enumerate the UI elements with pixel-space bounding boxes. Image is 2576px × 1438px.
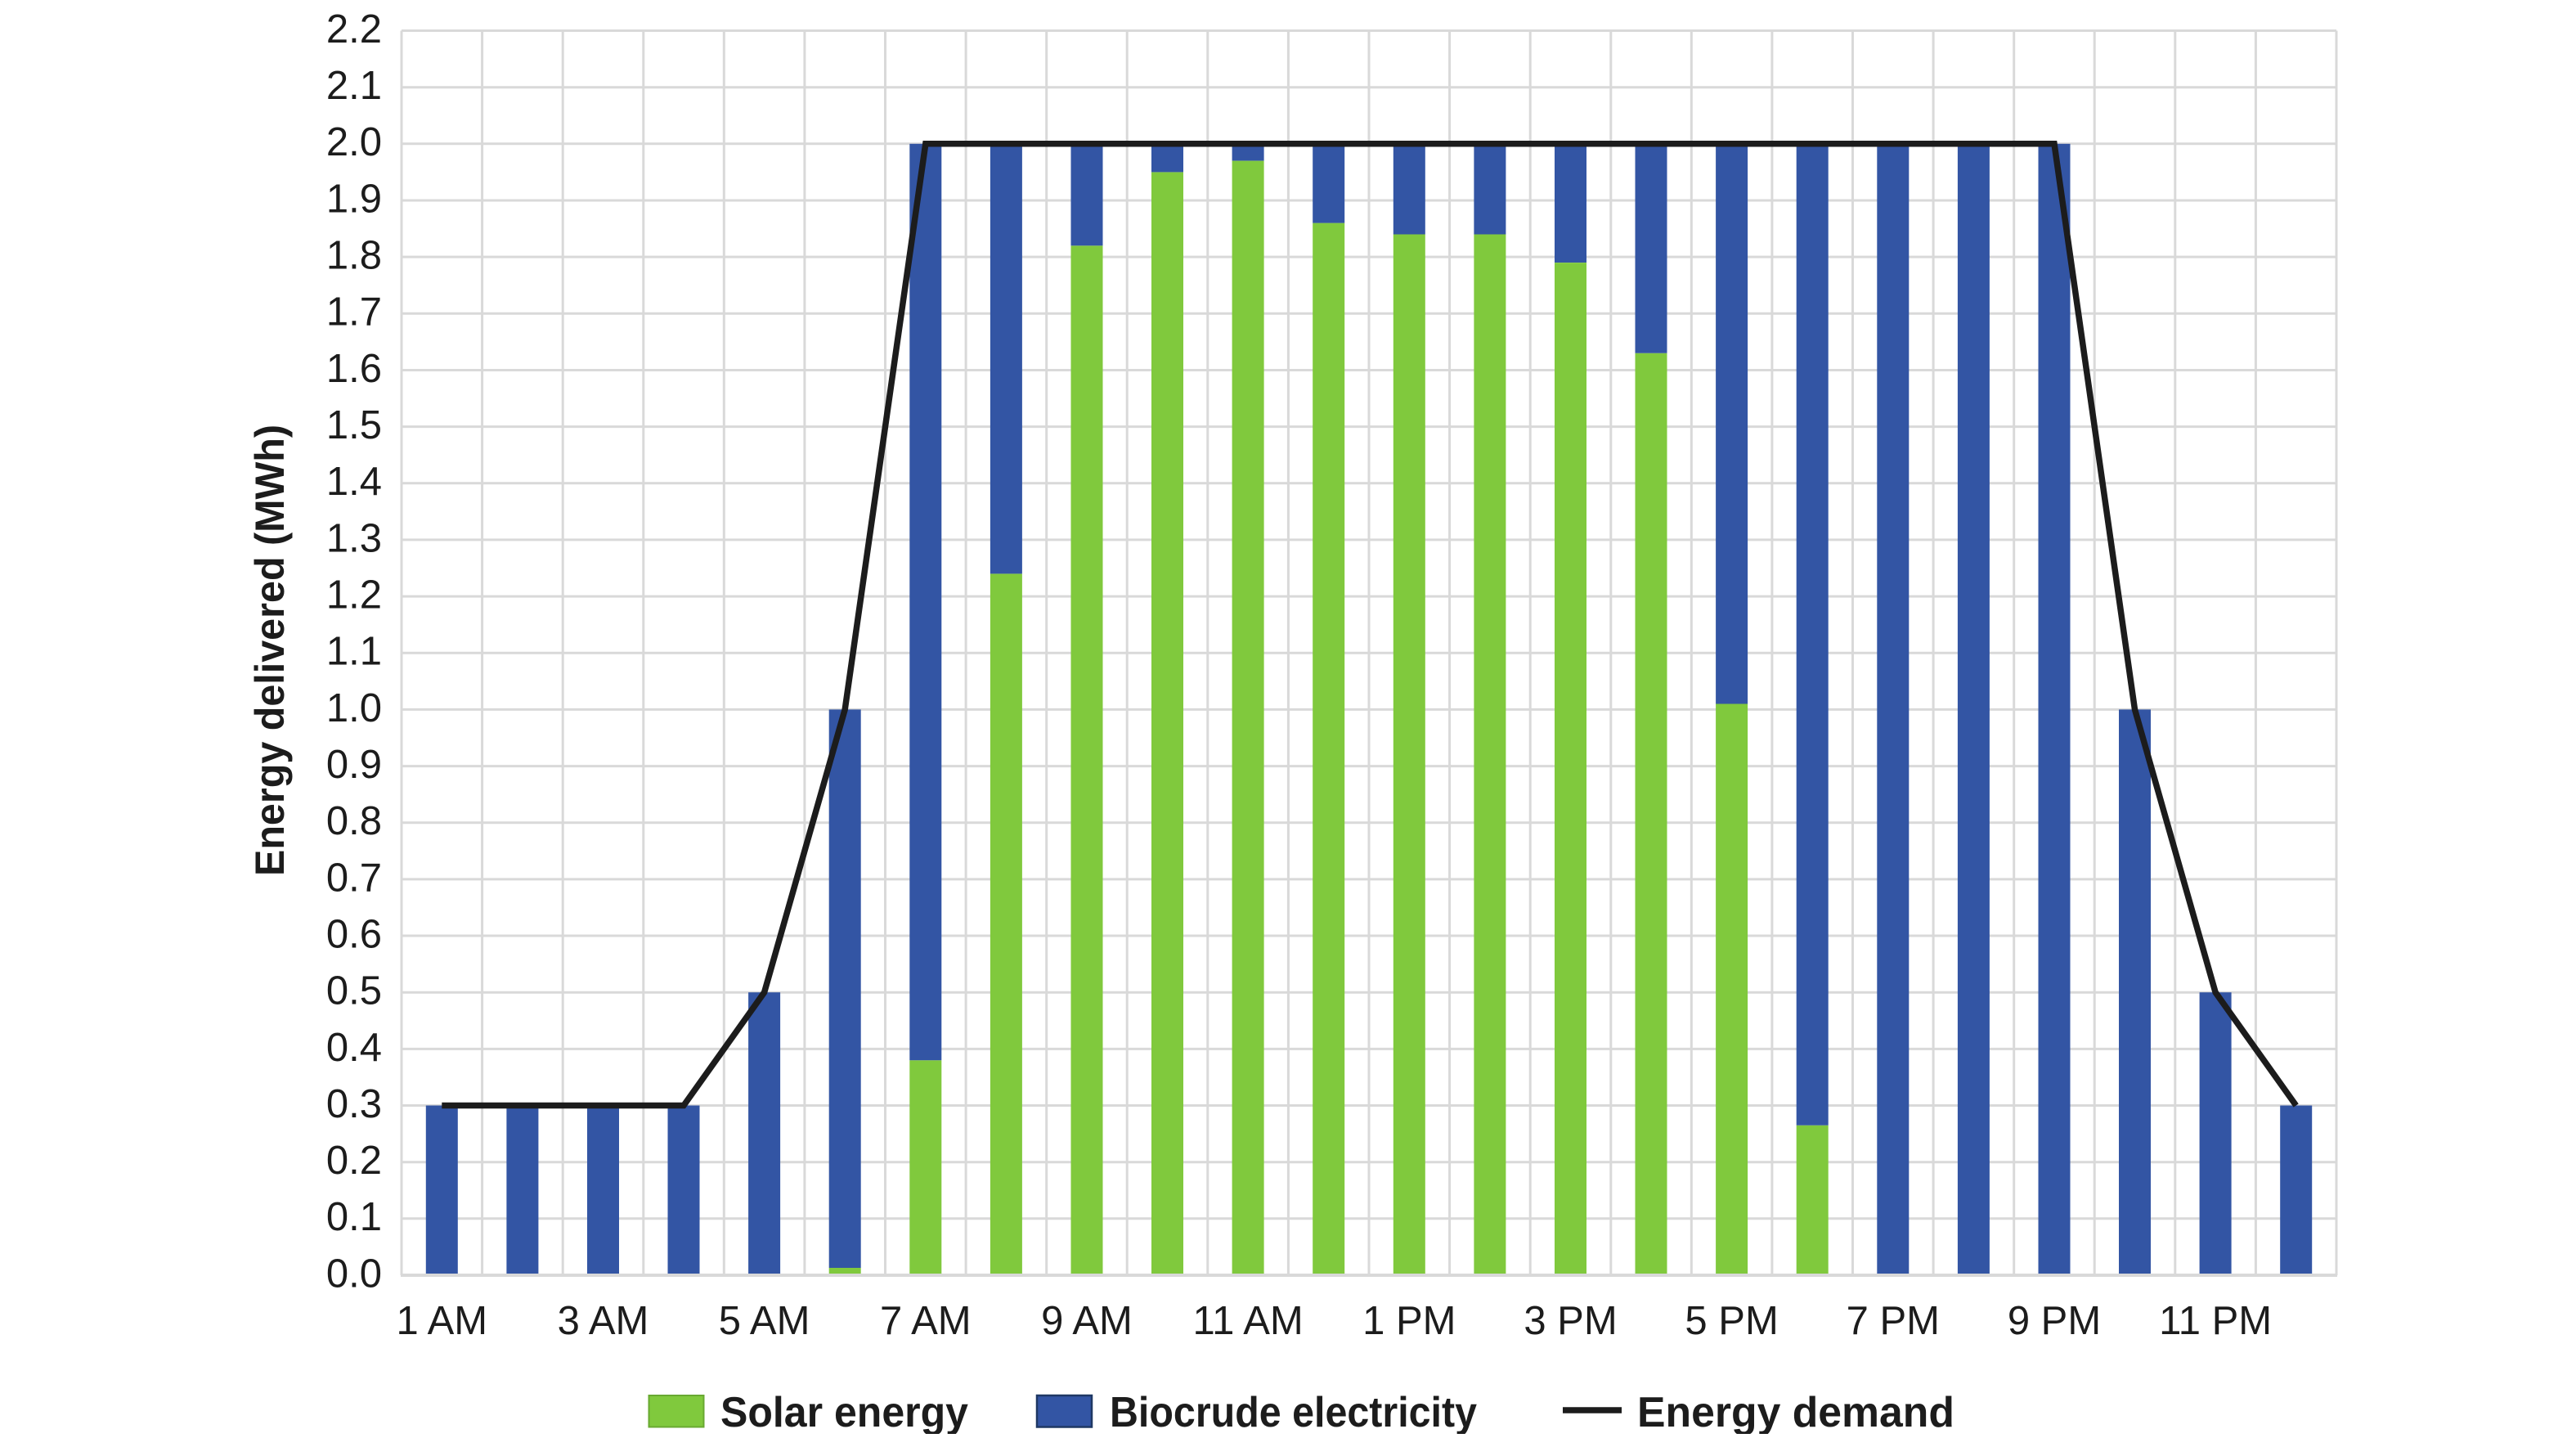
svg-text:1.4: 1.4 bbox=[326, 460, 382, 504]
svg-text:9 AM: 9 AM bbox=[1041, 1299, 1133, 1343]
svg-text:Energy demand: Energy demand bbox=[1637, 1389, 1954, 1434]
svg-text:0.4: 0.4 bbox=[326, 1026, 382, 1070]
svg-text:1.1: 1.1 bbox=[326, 630, 382, 674]
svg-text:1 PM: 1 PM bbox=[1362, 1299, 1456, 1343]
svg-text:2.0: 2.0 bbox=[326, 120, 382, 164]
svg-text:1.9: 1.9 bbox=[326, 177, 382, 221]
svg-text:5 PM: 5 PM bbox=[1685, 1299, 1778, 1343]
svg-text:0.0: 0.0 bbox=[326, 1252, 382, 1296]
svg-text:1.5: 1.5 bbox=[326, 403, 382, 447]
svg-text:0.2: 0.2 bbox=[326, 1139, 382, 1183]
svg-text:1.0: 1.0 bbox=[326, 686, 382, 730]
svg-text:7 PM: 7 PM bbox=[1847, 1299, 1940, 1343]
svg-text:3 PM: 3 PM bbox=[1524, 1299, 1617, 1343]
svg-text:1.2: 1.2 bbox=[326, 573, 382, 618]
svg-text:1.3: 1.3 bbox=[326, 516, 382, 560]
svg-text:Energy delivered (MWh): Energy delivered (MWh) bbox=[247, 425, 293, 876]
svg-text:1.8: 1.8 bbox=[326, 234, 382, 278]
svg-text:0.8: 0.8 bbox=[326, 799, 382, 843]
svg-text:Solar energy: Solar energy bbox=[720, 1389, 968, 1434]
svg-text:7 AM: 7 AM bbox=[880, 1299, 972, 1343]
svg-text:2.2: 2.2 bbox=[326, 7, 382, 52]
svg-text:5 AM: 5 AM bbox=[719, 1299, 810, 1343]
svg-text:1.6: 1.6 bbox=[326, 347, 382, 391]
svg-text:0.7: 0.7 bbox=[326, 856, 382, 900]
svg-text:1 AM: 1 AM bbox=[396, 1299, 487, 1343]
svg-text:Biocrude electricity: Biocrude electricity bbox=[1110, 1389, 1477, 1434]
svg-text:2.1: 2.1 bbox=[326, 64, 382, 108]
svg-text:0.1: 0.1 bbox=[326, 1195, 382, 1239]
svg-text:11 PM: 11 PM bbox=[2159, 1299, 2272, 1343]
svg-text:9 PM: 9 PM bbox=[2008, 1299, 2101, 1343]
svg-text:0.3: 0.3 bbox=[326, 1082, 382, 1126]
svg-text:11 AM: 11 AM bbox=[1192, 1299, 1303, 1343]
svg-text:3 AM: 3 AM bbox=[558, 1299, 649, 1343]
svg-text:0.6: 0.6 bbox=[326, 912, 382, 956]
svg-text:0.9: 0.9 bbox=[326, 743, 382, 787]
svg-text:0.5: 0.5 bbox=[326, 969, 382, 1013]
svg-text:1.7: 1.7 bbox=[326, 290, 382, 335]
